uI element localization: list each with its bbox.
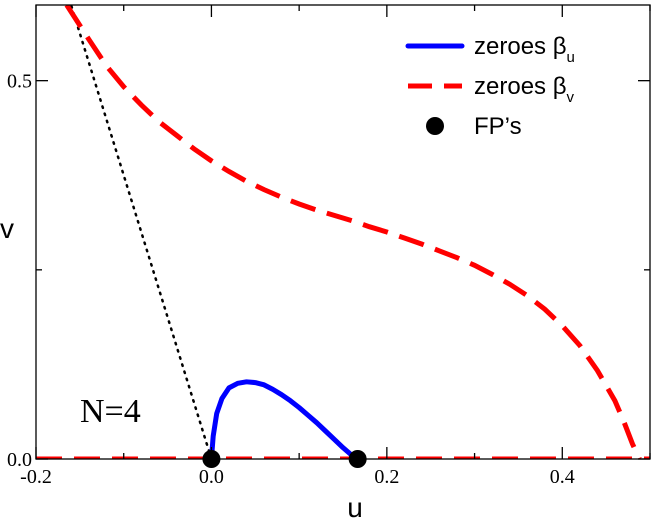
legend-subscript: u xyxy=(567,49,575,66)
zeroes-v-upper-line xyxy=(64,5,642,459)
x-tick-label: 0.2 xyxy=(374,466,399,488)
plot-frame xyxy=(35,4,651,460)
y-tick-label: 0.0 xyxy=(7,449,32,471)
legend-label: FP’s xyxy=(474,113,522,140)
x-tick-label: 0.4 xyxy=(550,466,575,488)
x-tick-label: -0.2 xyxy=(20,466,52,488)
y-tick-label: 0.5 xyxy=(7,71,32,93)
dotted-line-line xyxy=(69,5,213,459)
legend-fp-marker xyxy=(426,117,444,135)
y-axis-label: v xyxy=(0,213,14,244)
legend-label: zeroes βv xyxy=(474,73,575,106)
x-axis-label: u xyxy=(347,492,363,522)
x-tick-label: 0.0 xyxy=(199,466,224,488)
legend-label: zeroes βu xyxy=(474,33,575,66)
series-layer xyxy=(36,5,650,459)
legend-subscript: v xyxy=(567,89,575,106)
legend: zeroes βu zeroes βv FP’s xyxy=(405,33,575,140)
n-annotation: N=4 xyxy=(80,393,141,430)
tick-layer: -0.2 0.0 0.2 0.40.00.5 xyxy=(7,5,651,488)
zeroes-u-line xyxy=(208,379,361,459)
